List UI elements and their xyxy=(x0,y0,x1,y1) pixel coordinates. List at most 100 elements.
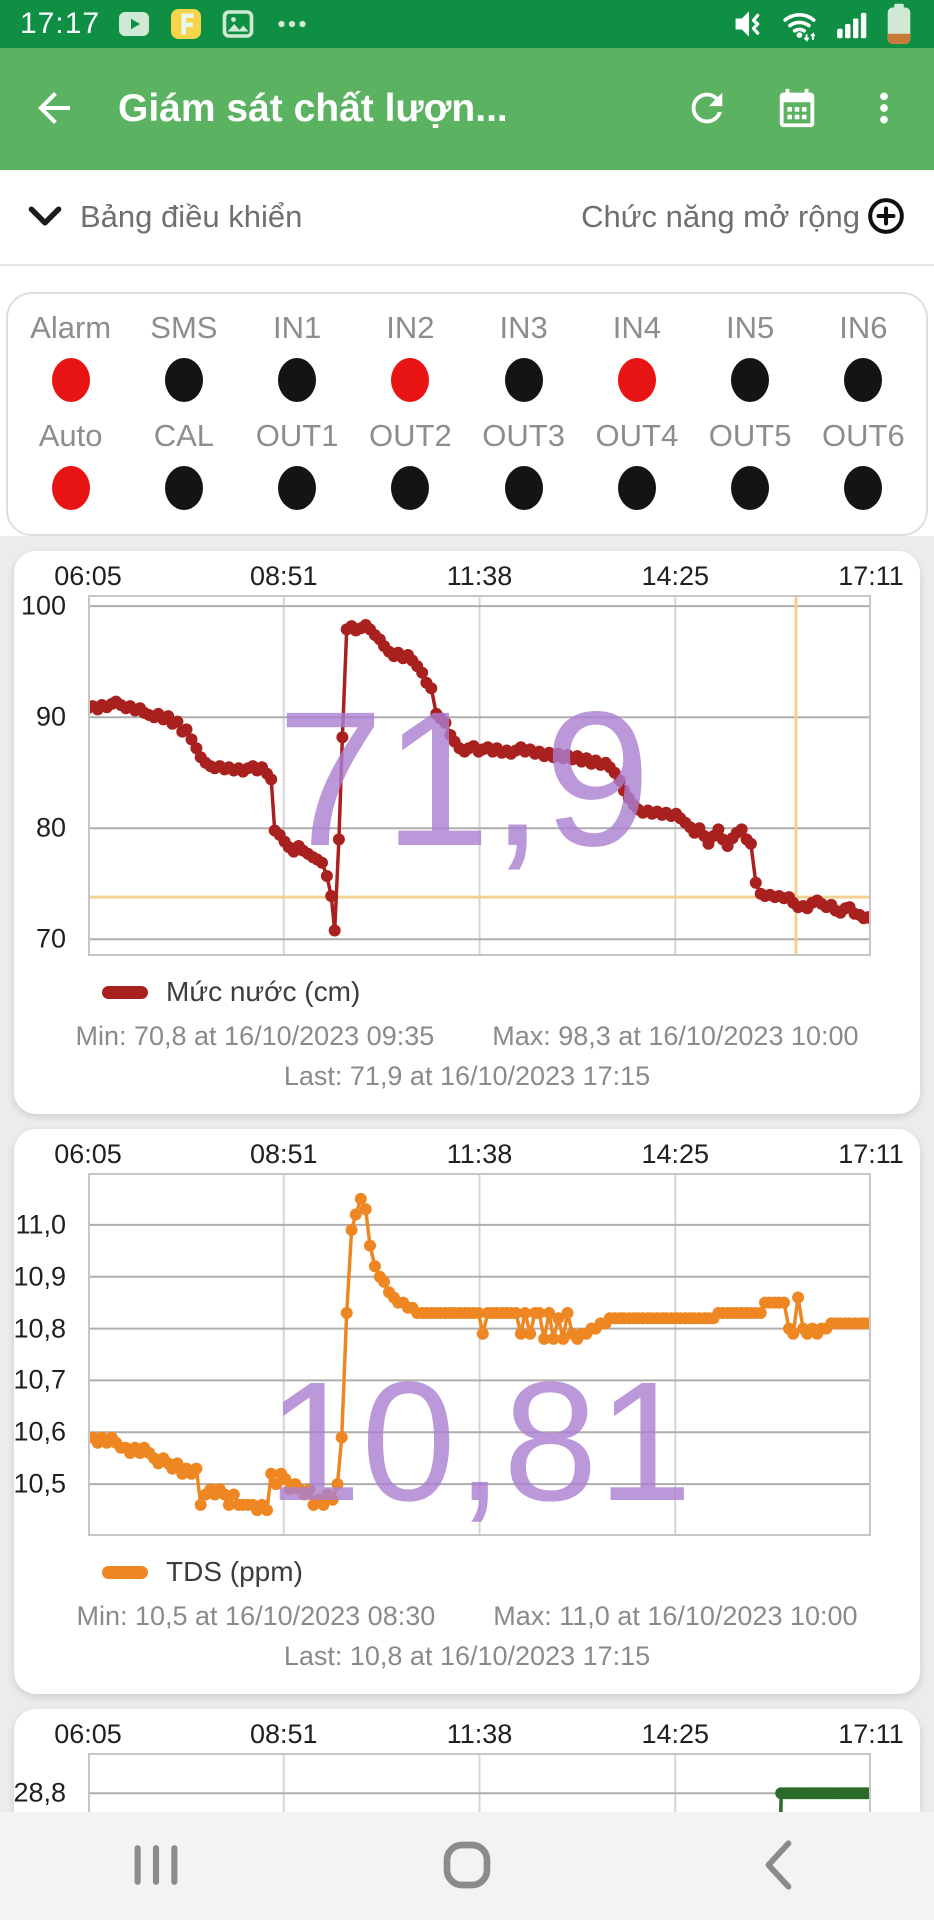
indicator-dot-off xyxy=(844,466,883,510)
indicator-dot-on xyxy=(391,358,430,402)
indicator-label: OUT2 xyxy=(369,418,452,453)
indicator-alarm[interactable]: Alarm xyxy=(14,310,127,402)
chart-plot-water-level: 71,9 xyxy=(88,595,871,956)
indicator-sms[interactable]: SMS xyxy=(127,310,240,402)
indicator-label: OUT6 xyxy=(822,418,905,453)
indicator-in3[interactable]: IN3 xyxy=(467,310,580,402)
youtube-icon xyxy=(116,6,152,42)
indicator-label: OUT3 xyxy=(482,418,565,453)
x-tick-label: 06:05 xyxy=(54,1719,122,1749)
battery-icon xyxy=(884,3,914,45)
chart-ylabels-water-level: 100 90 80 70 xyxy=(14,591,76,956)
x-tick-label: 14:25 xyxy=(641,561,710,591)
indicator-in1[interactable]: IN1 xyxy=(241,310,354,402)
legend-label-water-level: Mức nước (cm) xyxy=(166,976,361,1007)
indicator-dot-off xyxy=(731,358,770,402)
x-tick-label: 06:05 xyxy=(54,561,122,591)
indicator-cal[interactable]: CAL xyxy=(127,418,240,510)
indicator-dot-off xyxy=(278,358,317,402)
indicator-label: SMS xyxy=(150,310,218,345)
page-title: Giám sát chất lượn... xyxy=(118,87,508,130)
chart-plot-tds: 10,81 xyxy=(88,1173,871,1536)
indicator-label: IN6 xyxy=(839,310,888,345)
refresh-icon xyxy=(684,85,730,134)
indicator-out4[interactable]: OUT4 xyxy=(580,418,693,510)
recents-icon xyxy=(130,1841,182,1892)
x-tick-label: 14:25 xyxy=(641,1139,710,1169)
chevron-down-icon xyxy=(28,204,62,231)
indicator-label: OUT5 xyxy=(708,418,792,453)
stats-water-level: Min: 70,8 at 16/10/2023 09:35 Max: 98,3 … xyxy=(14,1008,920,1114)
x-tick-label: 06:05 xyxy=(54,1139,122,1169)
legend-tds: TDS (ppm) xyxy=(102,1556,920,1588)
dashboard-toggle[interactable]: Bảng điều khiển xyxy=(28,199,302,235)
indicator-auto[interactable]: Auto xyxy=(14,418,127,510)
x-tick-label: 08:51 xyxy=(249,1719,318,1749)
indicator-label: OUT1 xyxy=(255,418,339,453)
chart-card-water-level: 06:05 08:51 11:38 14:25 17:11 100 90 80 70 71,9… xyxy=(14,551,920,1114)
extended-functions-button[interactable]: Chức năng mở rộng xyxy=(581,196,906,239)
indicator-dot-off xyxy=(391,466,430,510)
chart-xlabels-chart3: 06:05 08:51 11:38 14:25 17:11 xyxy=(54,1719,904,1753)
calendar-button[interactable] xyxy=(774,85,820,134)
indicator-out3[interactable]: OUT3 xyxy=(467,418,580,510)
stat-last: Last: 71,9 at 16/10/2023 17:15 xyxy=(283,1061,651,1091)
y-tick-label: 10,9 xyxy=(13,1261,66,1292)
indicator-in2[interactable]: IN2 xyxy=(354,310,467,402)
refresh-button[interactable] xyxy=(684,85,730,134)
dashboard-label: Bảng điều khiển xyxy=(80,199,303,234)
indicator-dot-off xyxy=(504,358,543,402)
indicator-dot-off xyxy=(504,466,543,510)
indicator-in5[interactable]: IN5 xyxy=(694,310,807,402)
chart-ylabels-tds: 11,0 10,9 10,8 10,7 10,6 10,5 xyxy=(13,1173,76,1536)
stat-min: Min: 70,8 at 16/10/2023 09:35 xyxy=(75,1021,435,1051)
y-tick-label: 10,6 xyxy=(13,1416,66,1447)
indicator-label: OUT4 xyxy=(595,418,679,453)
x-tick-label: 14:25 xyxy=(641,1719,710,1749)
extended-functions-label: Chức năng mở rộng xyxy=(581,199,860,234)
indicator-label: IN3 xyxy=(499,310,548,345)
legend-swatch-tds xyxy=(102,1565,148,1579)
chart-xlabels-water-level: 06:05 08:51 11:38 14:25 17:11 xyxy=(54,561,904,595)
chart-card-tds: 06:05 08:51 11:38 14:25 17:11 11,0 10,9 10,8 10… xyxy=(13,1129,920,1694)
recents-button[interactable] xyxy=(0,1812,311,1920)
y-tick-label: 80 xyxy=(35,812,66,843)
x-tick-label: 17:11 xyxy=(838,1139,904,1169)
indicator-dot-on xyxy=(617,358,656,402)
indicator-out1[interactable]: OUT1 xyxy=(241,418,354,510)
back-button[interactable] xyxy=(30,84,78,135)
indicator-in4[interactable]: IN4 xyxy=(580,310,693,402)
mute-vibrate-icon xyxy=(730,5,768,43)
navigation-bar xyxy=(0,1812,934,1920)
overflow-menu-button[interactable] xyxy=(864,85,904,134)
indicator-out5[interactable]: OUT5 xyxy=(694,418,807,510)
home-button[interactable] xyxy=(311,1812,622,1920)
indicator-label: IN2 xyxy=(386,310,435,345)
y-tick-label: 90 xyxy=(35,701,66,732)
wifi-icon xyxy=(780,5,822,43)
gallery-icon xyxy=(220,6,256,42)
back-icon xyxy=(761,1839,795,1894)
chart-xlabels-tds: 06:05 08:51 11:38 14:25 17:11 xyxy=(54,1139,904,1173)
x-tick-label: 11:38 xyxy=(446,1719,513,1749)
y-tick-label: 70 xyxy=(35,923,66,954)
status-bar: 17:17 xyxy=(0,0,934,48)
indicator-in6[interactable]: IN6 xyxy=(807,310,920,402)
f-app-icon xyxy=(168,6,204,42)
back-nav-button[interactable] xyxy=(623,1812,934,1920)
more-notifications-icon xyxy=(272,6,312,42)
plus-circle-icon xyxy=(866,196,906,239)
indicator-out2[interactable]: OUT2 xyxy=(354,418,467,510)
indicator-out6[interactable]: OUT6 xyxy=(807,418,920,510)
legend-water-level: Mức nước (cm) xyxy=(102,976,920,1008)
stat-min: Min: 10,5 at 16/10/2023 08:30 xyxy=(76,1601,436,1631)
indicator-grid: Alarm SMS IN1 IN2 IN3 IN4 IN5 IN6 Auto CAL OUT1 OUT… xyxy=(6,292,928,536)
app-bar: Giám sát chất lượn... xyxy=(0,48,934,170)
stat-last: Last: 10,8 at 16/10/2023 17:15 xyxy=(283,1641,651,1671)
legend-swatch-water-level xyxy=(102,985,148,999)
indicator-label: CAL xyxy=(153,418,215,453)
x-tick-label: 17:11 xyxy=(838,1719,904,1749)
home-icon xyxy=(442,1840,492,1893)
y-tick-label: 100 xyxy=(20,590,66,621)
stat-max: Max: 11,0 at 16/10/2023 10:00 xyxy=(493,1601,858,1631)
